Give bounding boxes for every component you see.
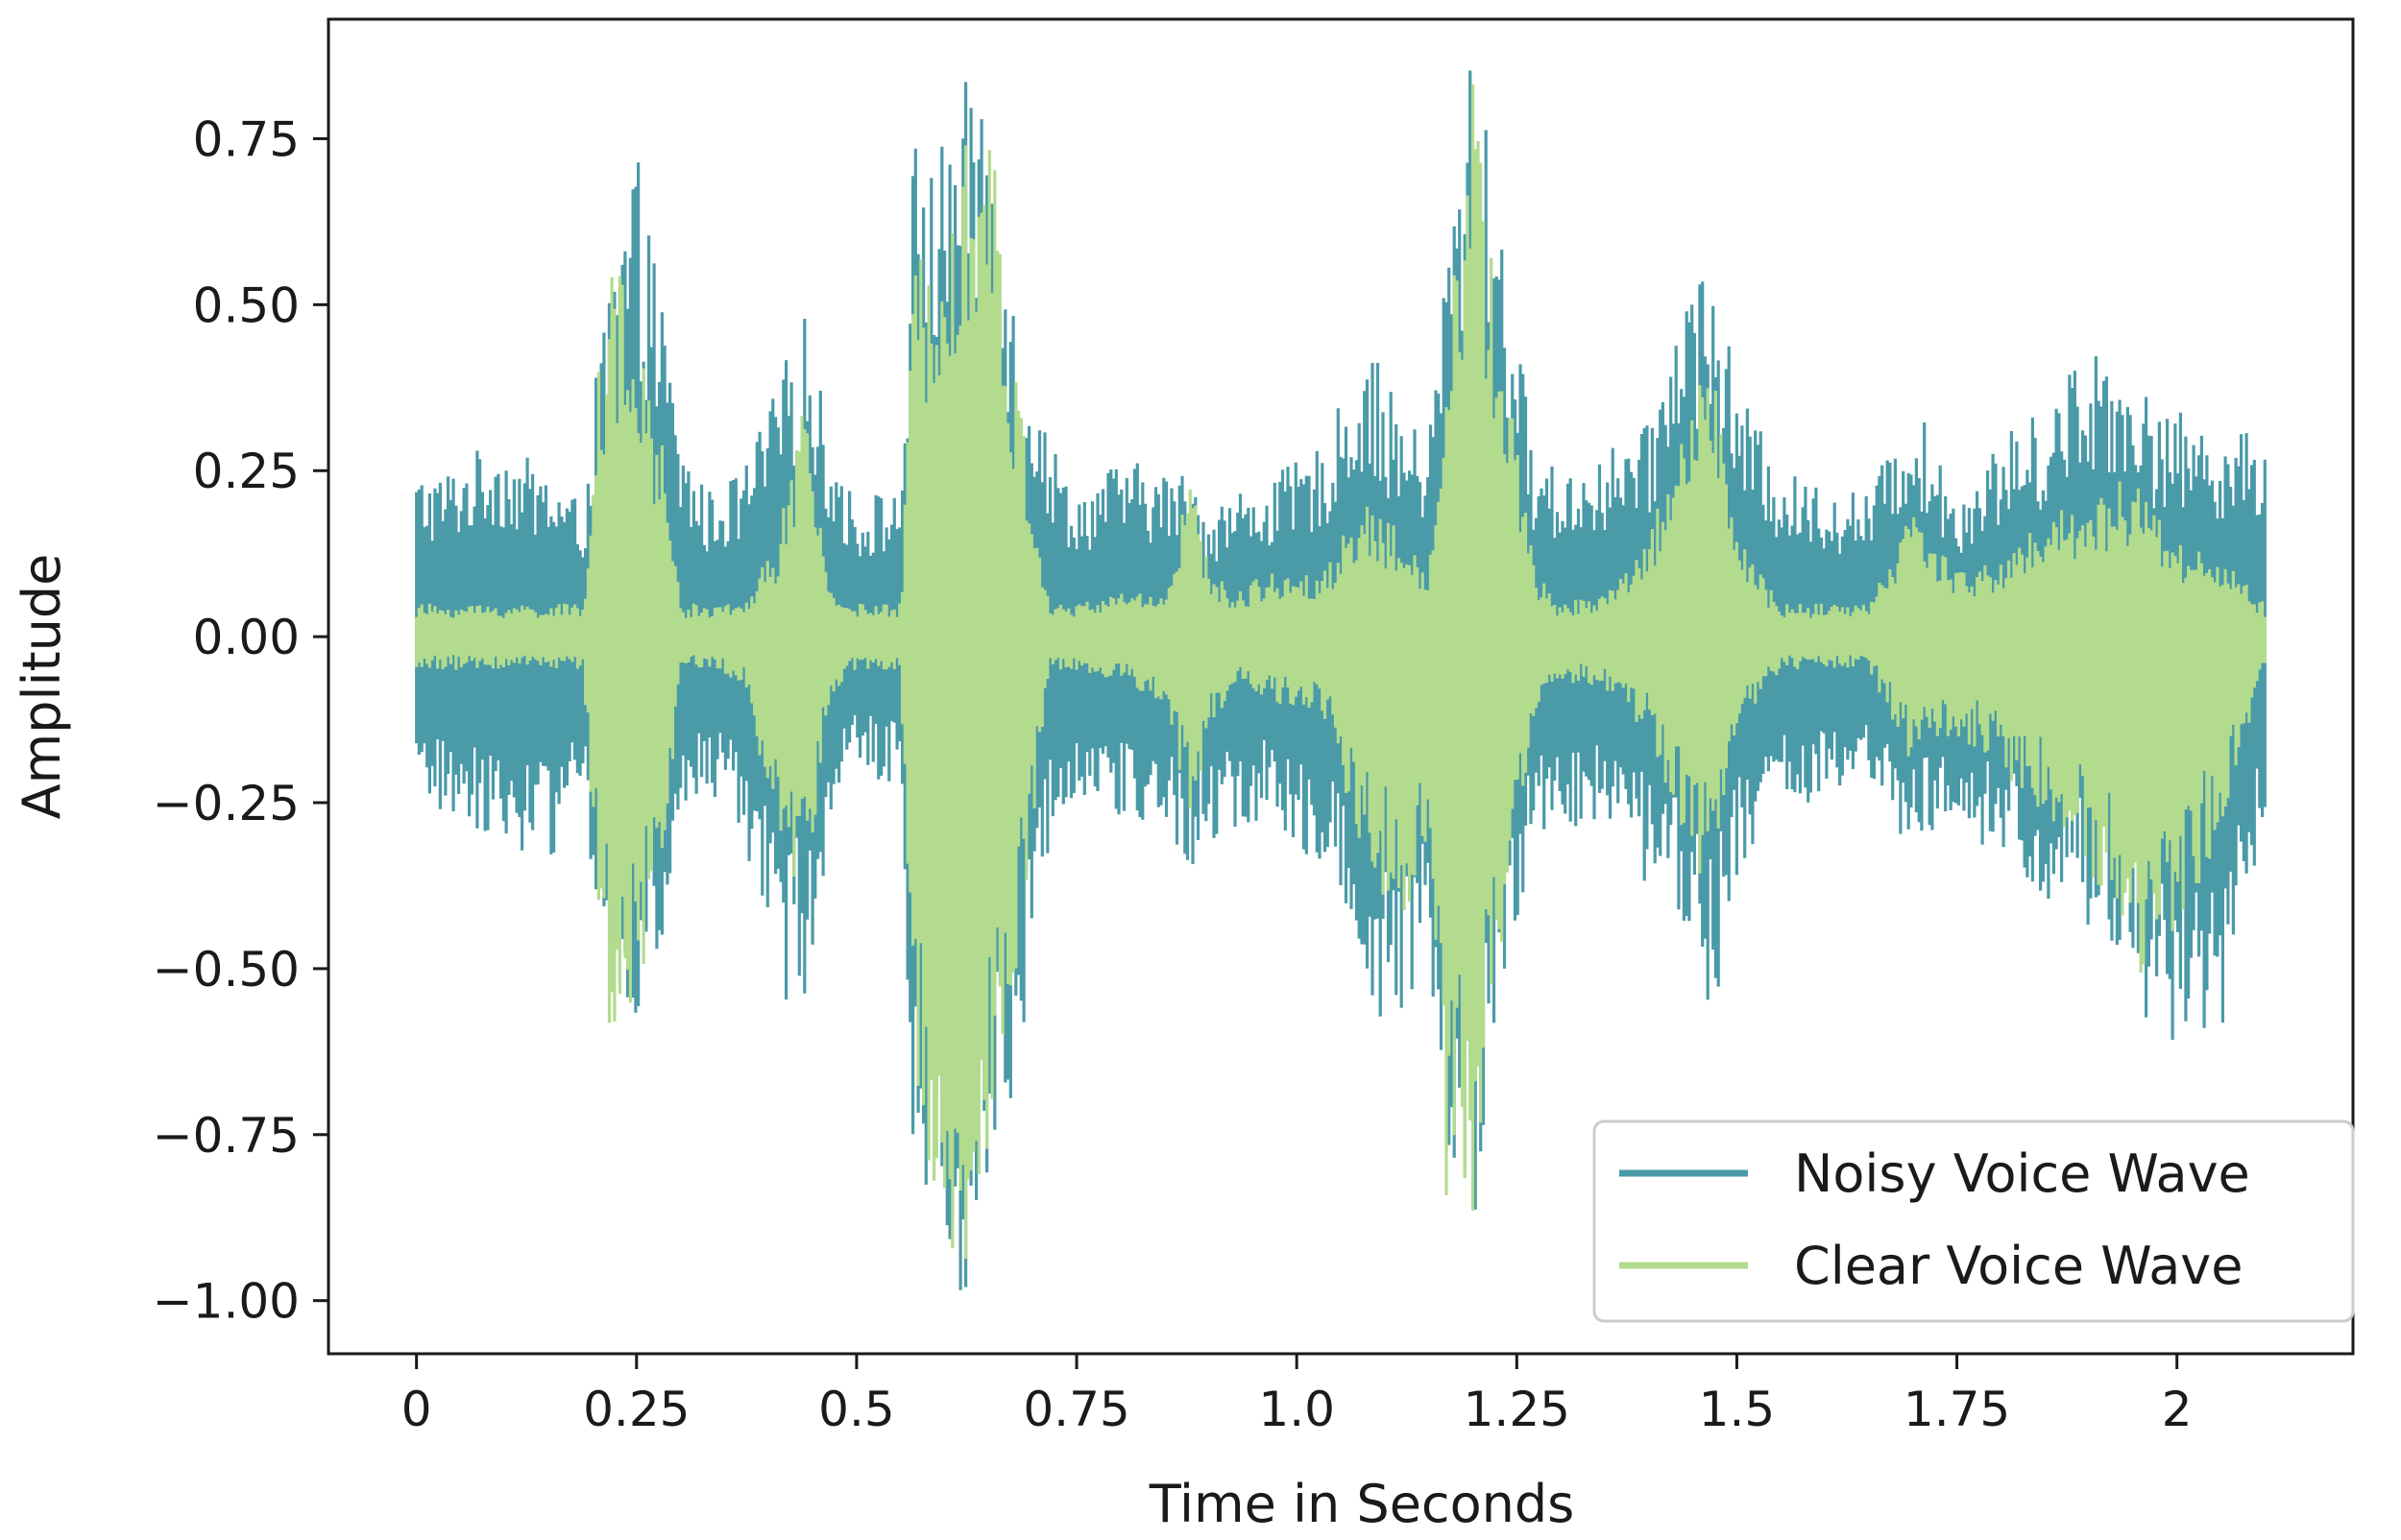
y-axis-label: Amplitude bbox=[12, 554, 72, 820]
legend-label-clear: Clear Voice Wave bbox=[1794, 1236, 2243, 1296]
x-tick-label: 0 bbox=[401, 1382, 432, 1437]
y-tick-label: −0.50 bbox=[153, 942, 300, 998]
legend-label-noisy: Noisy Voice Wave bbox=[1794, 1143, 2250, 1204]
y-axis: 0.75 0.50 0.25 0.00 −0.25 −0.50 −0.75 −1.00 bbox=[153, 111, 328, 1330]
legend-box bbox=[1592, 1119, 2355, 1323]
x-tick-label: 0.75 bbox=[1023, 1382, 1129, 1437]
y-tick-label: −1.00 bbox=[153, 1274, 300, 1330]
series-layer bbox=[415, 70, 2267, 1290]
y-tick-label: 0.25 bbox=[193, 444, 300, 499]
y-tick-label: −0.25 bbox=[153, 776, 300, 831]
x-tick-label: 1.75 bbox=[1904, 1382, 2010, 1437]
y-tick-label: −0.75 bbox=[153, 1108, 300, 1164]
x-tick-label: 1.5 bbox=[1699, 1382, 1776, 1437]
x-tick-label: 1.0 bbox=[1258, 1382, 1335, 1437]
x-tick-label: 1.25 bbox=[1464, 1382, 1570, 1437]
plot-frame bbox=[327, 17, 2355, 1356]
legend: Noisy Voice Wave Clear Voice Wave bbox=[1592, 1119, 2355, 1323]
x-axis: 0 0.25 0.5 0.75 1.0 1.25 1.5 1.75 2 bbox=[401, 1354, 2193, 1437]
x-tick-label: 0.25 bbox=[583, 1382, 690, 1437]
x-axis-label: Time in Seconds bbox=[1149, 1474, 1575, 1534]
series-clear-voice-wave bbox=[415, 84, 2267, 1260]
y-tick-label: 0.75 bbox=[193, 111, 300, 167]
x-tick-label: 2 bbox=[2162, 1382, 2193, 1437]
y-tick-label: 0.50 bbox=[193, 277, 300, 333]
x-tick-label: 0.5 bbox=[818, 1382, 895, 1437]
y-tick-label: 0.00 bbox=[193, 610, 300, 665]
